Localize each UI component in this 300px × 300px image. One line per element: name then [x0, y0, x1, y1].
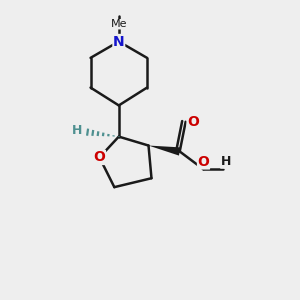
Text: O: O [187, 115, 199, 129]
Text: H: H [72, 124, 83, 137]
Text: O: O [198, 155, 209, 169]
Text: Me: Me [110, 19, 127, 29]
Text: O: O [94, 150, 105, 164]
Text: N: N [113, 34, 124, 49]
Polygon shape [148, 146, 181, 156]
Text: H: H [220, 155, 231, 168]
